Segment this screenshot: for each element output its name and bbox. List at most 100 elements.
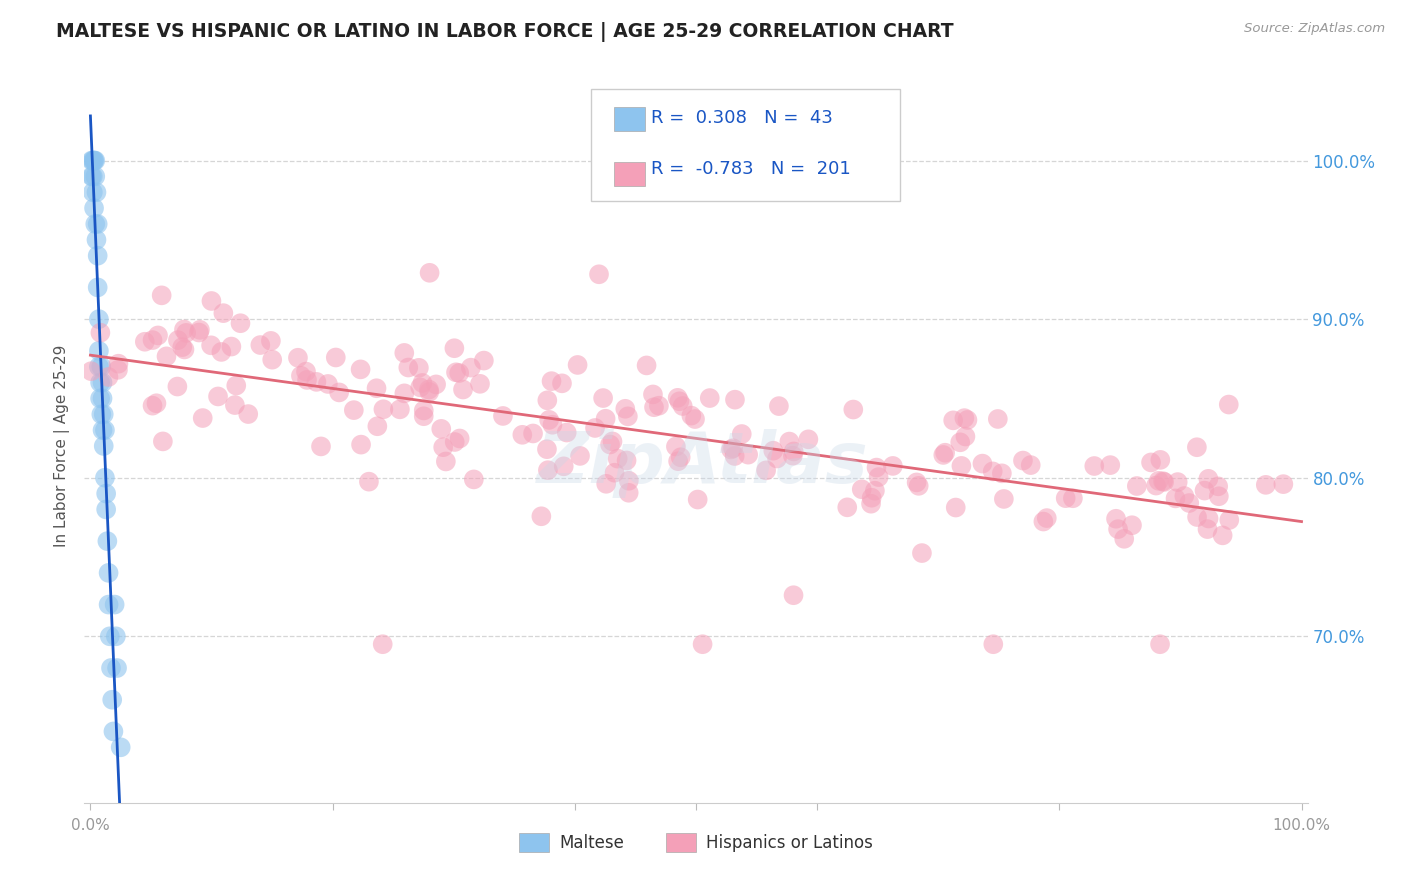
Point: [100, 661, 122, 675]
Point: [686, 492, 709, 507]
Point: [209, 345, 232, 359]
Point: [512, 427, 534, 442]
Point: [146, 328, 169, 343]
Point: [152, 434, 174, 449]
Point: [1194, 483, 1216, 498]
Point: [82, 153, 104, 168]
Point: [907, 479, 929, 493]
Point: [141, 399, 163, 413]
Point: [588, 267, 610, 281]
Point: [349, 362, 371, 376]
Point: [238, 407, 260, 421]
Point: [737, 448, 759, 462]
Point: [472, 353, 495, 368]
Point: [350, 437, 373, 451]
Point: [1197, 522, 1219, 536]
Point: [863, 483, 886, 498]
Point: [200, 293, 222, 308]
Point: [105, 661, 128, 675]
Point: [104, 598, 127, 612]
Y-axis label: In Labor Force | Age 25-29: In Labor Force | Age 25-29: [55, 345, 70, 547]
Point: [1212, 528, 1234, 542]
Point: [987, 412, 1010, 426]
Point: [97, 566, 120, 580]
Point: [411, 376, 433, 390]
Point: [290, 368, 312, 383]
Point: [683, 412, 706, 426]
Point: [443, 434, 465, 449]
Point: [1019, 458, 1042, 472]
Point: [89, 392, 111, 406]
Point: [98, 629, 121, 643]
Point: [224, 398, 246, 412]
Point: [672, 399, 695, 413]
Point: [325, 351, 347, 365]
Point: [309, 439, 332, 453]
Point: [316, 376, 339, 391]
Point: [668, 394, 690, 409]
Point: [394, 386, 416, 401]
Legend: Maltese, Hispanics or Latinos: Maltese, Hispanics or Latinos: [513, 826, 879, 859]
Point: [721, 441, 744, 455]
Point: [537, 463, 560, 477]
Point: [1099, 458, 1122, 472]
Point: [592, 391, 614, 405]
Point: [583, 421, 606, 435]
Point: [93, 407, 115, 421]
Point: [87, 312, 110, 326]
Point: [842, 402, 865, 417]
Point: [444, 365, 467, 379]
Point: [860, 497, 883, 511]
Point: [96, 502, 118, 516]
Point: [953, 411, 976, 425]
Point: [295, 365, 318, 379]
Point: [1206, 479, 1229, 493]
Point: [1149, 637, 1171, 651]
Point: [614, 401, 637, 416]
Point: [418, 383, 440, 397]
Point: [851, 483, 873, 497]
Point: [602, 434, 624, 449]
Point: [460, 360, 482, 375]
Point: [797, 433, 820, 447]
Point: [551, 376, 574, 391]
Point: [229, 316, 252, 330]
Point: [173, 343, 195, 357]
Point: [396, 360, 419, 375]
Point: [541, 417, 564, 432]
Point: [692, 637, 714, 651]
Point: [1197, 472, 1219, 486]
Point: [134, 334, 156, 349]
Point: [766, 451, 789, 466]
Point: [412, 409, 434, 424]
Point: [1185, 510, 1208, 524]
Point: [287, 351, 309, 365]
Point: [207, 389, 229, 403]
Point: [212, 306, 235, 320]
Point: [83, 153, 105, 168]
Point: [1167, 475, 1189, 489]
Point: [249, 338, 271, 352]
Point: [82, 186, 104, 200]
Point: [1178, 496, 1201, 510]
Point: [388, 402, 411, 417]
Point: [191, 411, 214, 425]
Point: [981, 637, 1004, 651]
Point: [107, 357, 129, 371]
Point: [762, 443, 785, 458]
Point: [91, 392, 114, 406]
Point: [328, 385, 350, 400]
Point: [371, 637, 394, 651]
Point: [89, 326, 111, 340]
Point: [665, 440, 688, 454]
Text: Source: ZipAtlas.com: Source: ZipAtlas.com: [1244, 22, 1385, 36]
Point: [538, 413, 561, 427]
Point: [173, 322, 195, 336]
Point: [1121, 518, 1143, 533]
Point: [91, 423, 114, 437]
Point: [432, 440, 454, 454]
Point: [942, 413, 965, 427]
Point: [1272, 477, 1295, 491]
Point: [366, 381, 388, 395]
Point: [468, 376, 491, 391]
